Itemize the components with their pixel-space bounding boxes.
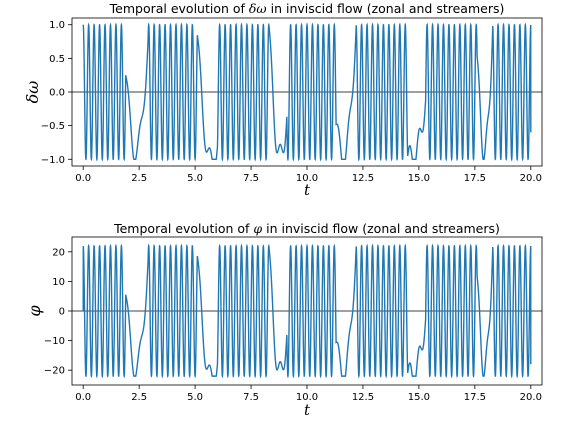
x-tick-label: 12.5 <box>352 173 374 184</box>
y-axis-label: φ <box>25 305 44 317</box>
y-tick-label: 10 <box>52 277 65 288</box>
y-tick-label: 1.0 <box>49 20 65 31</box>
x-tick-label: 15.0 <box>408 173 430 184</box>
chart-phi: Temporal evolution of φ in inviscid flow… <box>25 221 543 419</box>
ticks: 0.0 2.5 5.0 7.5 10.0 12.5 15.0 17.5 20.0 1.0 0.5 0.… <box>41 20 542 184</box>
x-tick-label: 0.0 <box>75 392 91 403</box>
x-tick-label: 12.5 <box>352 392 374 403</box>
ticks: 0.0 2.5 5.0 7.5 10.0 12.5 15.0 17.5 20.0 20 10 0 −10… <box>44 247 542 403</box>
chart-title: Temporal evolution of φ in inviscid flow… <box>113 221 500 236</box>
x-tick-label: 7.5 <box>243 392 259 403</box>
y-tick-label: −0.5 <box>41 121 65 132</box>
x-axis-label: t <box>304 401 311 419</box>
x-tick-label: 7.5 <box>243 173 259 184</box>
x-axis-label: t <box>304 181 311 199</box>
x-tick-label: 20.0 <box>520 173 542 184</box>
y-tick-label: 0.5 <box>49 54 65 65</box>
x-tick-label: 10.0 <box>296 173 318 184</box>
y-axis-label: δω <box>23 81 42 104</box>
x-tick-label: 17.5 <box>464 173 486 184</box>
y-tick-label: 20 <box>52 247 65 258</box>
series-line <box>82 243 532 379</box>
x-tick-label: 5.0 <box>187 173 203 184</box>
x-tick-label: 17.5 <box>464 392 486 403</box>
x-tick-label: 5.0 <box>187 392 203 403</box>
y-tick-label: 0 <box>59 307 65 318</box>
x-tick-label: 10.0 <box>296 392 318 403</box>
y-tick-label: 0.0 <box>49 88 65 99</box>
y-tick-label: −1.0 <box>41 155 65 166</box>
x-tick-label: 15.0 <box>408 392 430 403</box>
chart-delta-omega: Temporal evolution of δω in inviscid flo… <box>23 1 543 199</box>
title-symbol: δω <box>249 1 267 16</box>
series-line <box>82 22 532 162</box>
y-tick-label: −10 <box>44 336 65 347</box>
x-tick-label: 20.0 <box>520 392 542 403</box>
x-tick-label: 0.0 <box>75 173 91 184</box>
title-symbol: φ <box>253 221 262 236</box>
x-tick-label: 2.5 <box>131 392 147 403</box>
chart-title: Temporal evolution of δω in inviscid flo… <box>109 1 505 16</box>
y-tick-label: −20 <box>44 366 65 377</box>
x-tick-label: 2.5 <box>131 173 147 184</box>
